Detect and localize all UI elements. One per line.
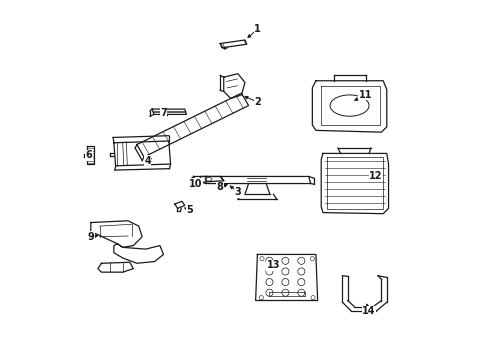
Text: 6: 6 xyxy=(86,150,93,160)
Text: 14: 14 xyxy=(362,306,376,316)
Text: 12: 12 xyxy=(369,171,383,181)
Text: 3: 3 xyxy=(235,188,241,197)
Text: 4: 4 xyxy=(144,156,151,166)
Text: 9: 9 xyxy=(87,232,94,242)
Text: 10: 10 xyxy=(189,179,202,189)
Text: 7: 7 xyxy=(160,108,167,118)
Text: 8: 8 xyxy=(217,182,223,192)
Text: 5: 5 xyxy=(187,205,194,215)
Text: 2: 2 xyxy=(254,97,261,107)
Text: 11: 11 xyxy=(359,90,372,100)
Text: 1: 1 xyxy=(254,24,261,34)
Text: 13: 13 xyxy=(267,260,280,270)
